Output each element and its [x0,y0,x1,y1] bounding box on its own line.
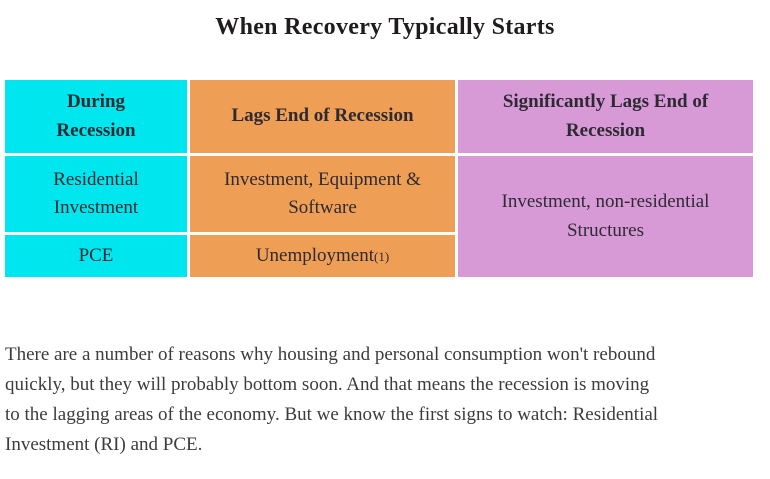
header-lags-end-of-recession: Lags End of Recession [190,80,455,153]
page: When Recovery Typically Starts During Re… [0,14,770,460]
cell-investment-nonresidential-structures: Investment, non-residential Structures [458,156,753,277]
header-during-recession: During Recession [5,80,187,153]
table-row: Residential Investment Investment, Equip… [5,156,753,277]
table-row: PCE Unemployment(1) [5,235,753,277]
cell-residential-investment: Residential Investment [5,156,187,232]
paragraph-line-1: There are a number of reasons why housin… [5,344,656,365]
paragraph-line-4: Investment (RI) and PCE. [5,434,203,455]
cell-unemployment-label: Unemployment [255,244,375,266]
paragraph-line-3: to the lagging areas of the economy. But… [5,404,659,425]
cell-unemployment: Unemployment(1) [190,235,455,277]
recovery-timing-table: During Recession Lags End of Recession S… [2,77,756,280]
paragraph-line-2: quickly, but they will probably bottom s… [5,374,650,395]
unemployment-footnote-marker: (1) [374,248,390,264]
page-title: When Recovery Typically Starts [215,14,555,40]
body-paragraph: There are a number of reasons why housin… [5,340,765,460]
cell-pce: PCE [5,235,187,277]
cell-investment-equipment-software: Investment, Equipment & Software [190,156,455,232]
table-header-row: During Recession Lags End of Recession S… [5,80,753,153]
header-significantly-lags-end-of-recession: Significantly Lags End of Recession [458,80,753,153]
